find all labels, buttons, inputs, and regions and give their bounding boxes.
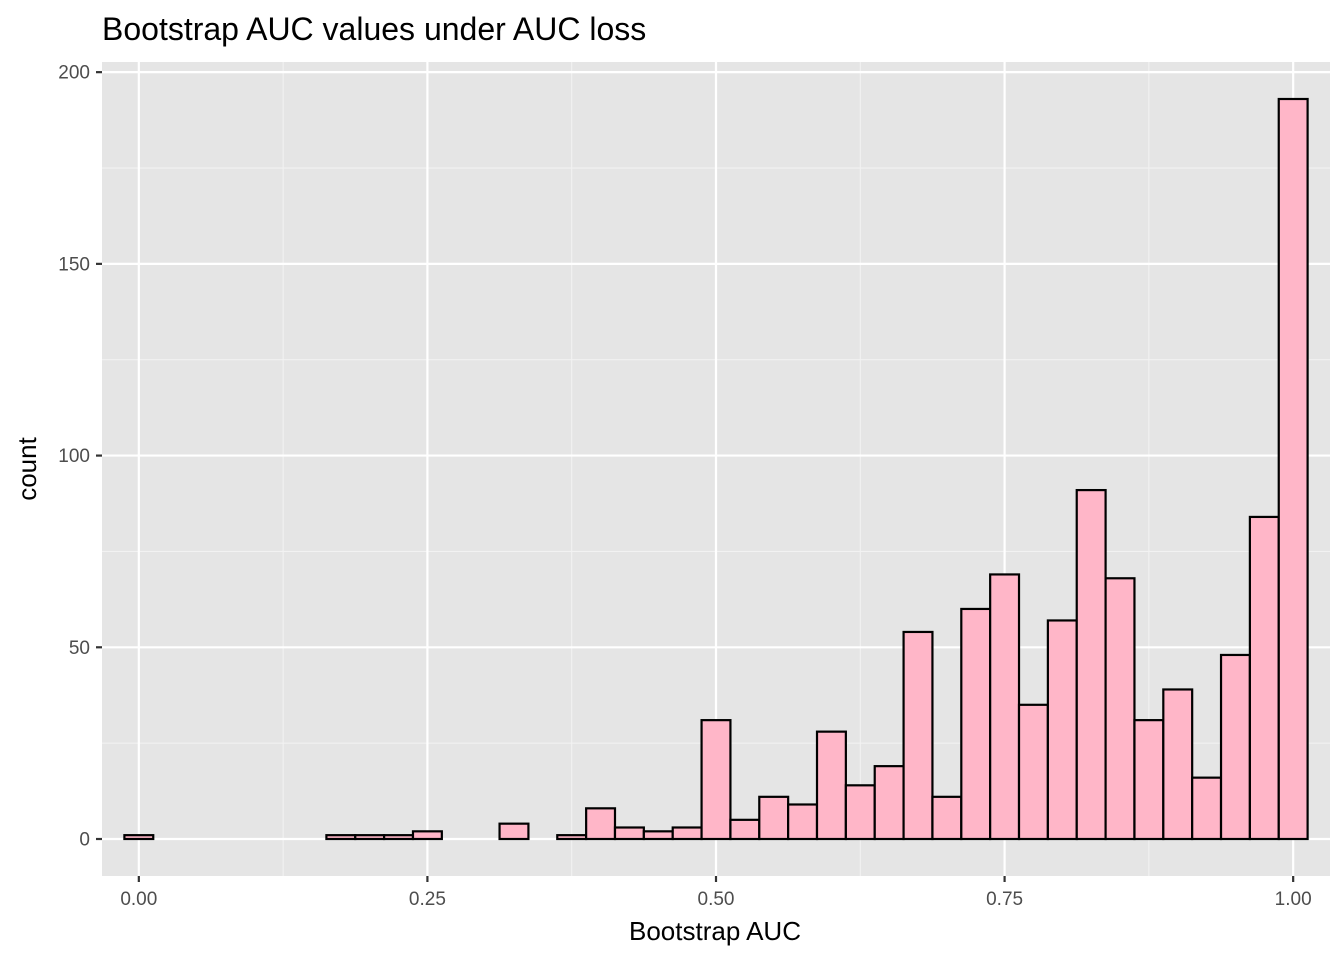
chart-title: Bootstrap AUC values under AUC loss bbox=[102, 11, 646, 47]
y-axis-tick-labels: 0 50 100 150 200 bbox=[58, 63, 90, 851]
histogram-bar bbox=[787, 803, 819, 841]
histogram-bar bbox=[700, 719, 732, 841]
y-axis-title: count bbox=[12, 436, 42, 500]
histogram-bar bbox=[556, 834, 588, 841]
histogram-bar bbox=[383, 834, 415, 841]
histogram-bar bbox=[411, 830, 443, 841]
histogram-bar bbox=[989, 573, 1021, 841]
y-tick-label: 200 bbox=[58, 63, 90, 84]
y-tick-label: 50 bbox=[69, 638, 90, 659]
histogram-bar bbox=[1191, 776, 1223, 841]
histogram-bar bbox=[123, 834, 155, 841]
histogram-bar bbox=[354, 834, 386, 841]
histogram-bar bbox=[325, 834, 357, 841]
x-tick-label: 0.00 bbox=[120, 889, 157, 910]
axis-ticks bbox=[96, 71, 1295, 882]
histogram-bar bbox=[671, 826, 703, 841]
x-tick-label: 0.75 bbox=[986, 889, 1023, 910]
histogram-bar bbox=[758, 795, 790, 841]
y-tick-label: 0 bbox=[79, 830, 90, 851]
x-tick-label: 0.50 bbox=[698, 889, 735, 910]
y-tick-label: 150 bbox=[58, 254, 90, 275]
histogram-bar bbox=[1162, 688, 1194, 841]
x-axis-title: Bootstrap AUC bbox=[629, 916, 801, 946]
histogram-bar bbox=[960, 607, 992, 841]
x-tick-label: 1.00 bbox=[1275, 889, 1312, 910]
histogram-bars bbox=[123, 97, 1309, 841]
histogram-bar bbox=[931, 795, 963, 841]
histogram-bar bbox=[844, 784, 876, 841]
histogram-bar bbox=[729, 818, 761, 841]
histogram-bar bbox=[815, 730, 847, 841]
histogram-bar bbox=[1277, 97, 1309, 841]
histogram-bar bbox=[902, 630, 934, 841]
histogram-bar bbox=[1017, 703, 1049, 841]
histogram-bar bbox=[873, 765, 905, 841]
histogram-bar bbox=[1133, 719, 1165, 841]
x-tick-label: 0.25 bbox=[409, 889, 446, 910]
histogram-bar bbox=[1104, 577, 1136, 841]
x-axis-tick-labels: 0.00 0.25 0.50 0.75 1.00 bbox=[120, 889, 1311, 910]
histogram-bar bbox=[498, 822, 530, 841]
histogram-bar bbox=[1046, 619, 1078, 841]
histogram-bar bbox=[613, 826, 645, 841]
histogram-bar bbox=[642, 830, 674, 841]
histogram-bar bbox=[585, 807, 617, 841]
histogram-bar bbox=[1248, 515, 1280, 841]
y-tick-label: 100 bbox=[58, 446, 90, 467]
histogram-bar bbox=[1219, 653, 1251, 841]
histogram-bar bbox=[1075, 488, 1107, 841]
